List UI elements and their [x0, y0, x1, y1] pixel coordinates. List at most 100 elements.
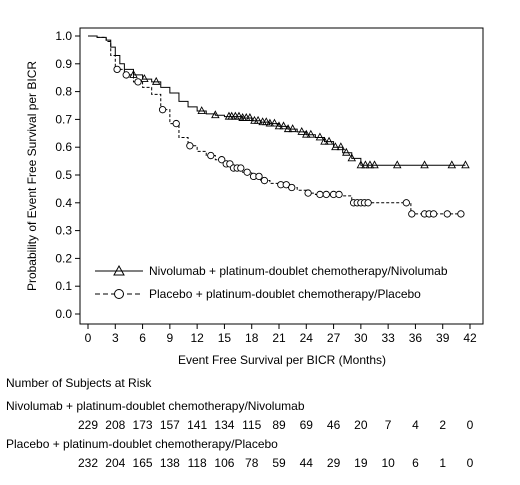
risk-table-heading: Number of Subjects at Risk [6, 376, 152, 390]
x-tick-label: 15 [218, 331, 232, 345]
censor-mark-nivolumab [274, 121, 284, 130]
x-axis: 0 3 6 9 12 15 18 21 24 27 30 33 36 39 42 [85, 324, 477, 345]
censor-mark-nivolumab [336, 142, 346, 151]
censor-mark-nivolumab [315, 132, 325, 141]
risk-table: Number of Subjects at Risk Nivolumab + p… [6, 376, 474, 470]
censor-mark-nivolumab [324, 136, 334, 145]
risk-row-label-placebo: Placebo + platinum-doublet chemotherapy/… [6, 437, 278, 451]
censor-mark-nivolumab [283, 124, 293, 133]
censor-mark-nivolumab [262, 117, 271, 126]
risk-count: 29 [327, 456, 341, 470]
censor-mark-nivolumab [331, 142, 340, 151]
y-tick-label: 0.7 [55, 112, 72, 126]
y-tick-label: 0.1 [55, 279, 72, 293]
risk-count: 59 [272, 456, 286, 470]
censor-mark-placebo [316, 190, 324, 199]
risk-count: 7 [385, 418, 392, 432]
risk-count: 141 [187, 418, 207, 432]
censor-mark-placebo [304, 189, 312, 197]
censor-mark-placebo [457, 210, 465, 218]
censor-mark-nivolumab [320, 136, 329, 145]
x-tick-label: 3 [112, 331, 119, 345]
legend-triangle-icon [113, 264, 125, 276]
censor-mark-nivolumab [279, 121, 288, 130]
risk-count: 138 [160, 456, 180, 470]
censor-mark-placebo [158, 106, 167, 114]
x-tick-label: 27 [327, 331, 341, 345]
censor-mark-placebo [322, 190, 330, 199]
censor-mark-nivolumab [151, 76, 161, 85]
risk-count: 204 [105, 456, 125, 470]
y-tick-label: 0.6 [55, 140, 72, 154]
survival-curves [88, 35, 470, 218]
x-tick-label: 9 [167, 331, 174, 345]
censor-mark-placebo [402, 199, 410, 207]
y-tick-label: 0.0 [55, 307, 72, 321]
censor-mark-nivolumab [197, 106, 206, 115]
y-tick-label: 0.9 [55, 57, 72, 71]
y-tick-label: 0.2 [55, 251, 72, 265]
censor-mark-nivolumab [361, 160, 370, 169]
plot-frame [79, 27, 484, 325]
legend: Nivolumab + platinum-doublet chemotherap… [95, 264, 448, 301]
censor-mark-placebo [288, 183, 296, 192]
risk-count: 0 [467, 456, 474, 470]
censor-mark-placebo [408, 210, 416, 218]
risk-count: 46 [327, 418, 341, 432]
censor-mark-placebo [172, 119, 180, 128]
censor-mark-nivolumab [265, 118, 275, 127]
risk-count: 173 [133, 418, 153, 432]
risk-count: 69 [300, 418, 314, 432]
y-tick-label: 0.8 [55, 85, 72, 99]
x-tick-label: 21 [272, 331, 286, 345]
curve-placebo [88, 35, 461, 215]
legend-label-nivolumab: Nivolumab + platinum-doublet chemotherap… [149, 264, 448, 278]
risk-row-label-nivolumab: Nivolumab + platinum-doublet chemotherap… [6, 399, 305, 413]
y-tick-label: 0.3 [55, 224, 72, 238]
risk-count: 2 [439, 418, 446, 432]
censor-mark-nivolumab [253, 115, 263, 124]
censor-mark-nivolumab [302, 129, 311, 138]
risk-count: 229 [78, 418, 98, 432]
censor-mark-nivolumab [245, 113, 255, 121]
risk-count: 4 [412, 418, 419, 432]
y-tick-label: 0.4 [55, 196, 72, 210]
censor-mark-nivolumab [392, 160, 402, 169]
censor-mark-nivolumab [347, 153, 357, 162]
y-tick-label: 0.5 [55, 168, 72, 182]
risk-count: 106 [214, 456, 234, 470]
censor-mark-placebo [122, 71, 130, 79]
risk-count: 157 [160, 418, 180, 432]
censor-mark-placebo [364, 199, 372, 207]
risk-count: 134 [214, 418, 234, 432]
censor-mark-placebo [134, 78, 142, 86]
x-axis-title: Event Free Survival per BICR (Months) [178, 353, 386, 367]
censor-mark-nivolumab [242, 113, 251, 121]
censor-mark-nivolumab [447, 160, 457, 169]
censor-mark-nivolumab [420, 160, 429, 169]
curve-nivolumab [88, 35, 466, 166]
censor-mark-nivolumab [231, 111, 240, 120]
censor-mark-nivolumab [140, 74, 149, 83]
censor-mark-nivolumab [356, 160, 366, 169]
risk-count: 165 [133, 456, 153, 470]
censor-mark-nivolumab [342, 147, 351, 156]
censor-mark-nivolumab [270, 118, 279, 127]
risk-count: 1 [439, 456, 446, 470]
censor-mark-nivolumab [234, 111, 244, 120]
censor-mark-placebo [237, 164, 245, 172]
risk-count: 44 [300, 456, 314, 470]
censor-mark-placebo [186, 142, 194, 150]
legend-circle-icon [114, 289, 124, 299]
risk-count: 19 [354, 456, 368, 470]
censor-mark-nivolumab [288, 124, 297, 133]
censor-mark-placebo [243, 168, 251, 176]
risk-count: 89 [272, 418, 286, 432]
censor-mark-placebo [443, 210, 451, 218]
censor-mark-nivolumab [211, 110, 220, 119]
x-tick-label: 30 [354, 331, 368, 345]
censor-mark-placebo [207, 151, 215, 160]
censor-mark-nivolumab [365, 160, 375, 169]
risk-count: 232 [78, 456, 98, 470]
